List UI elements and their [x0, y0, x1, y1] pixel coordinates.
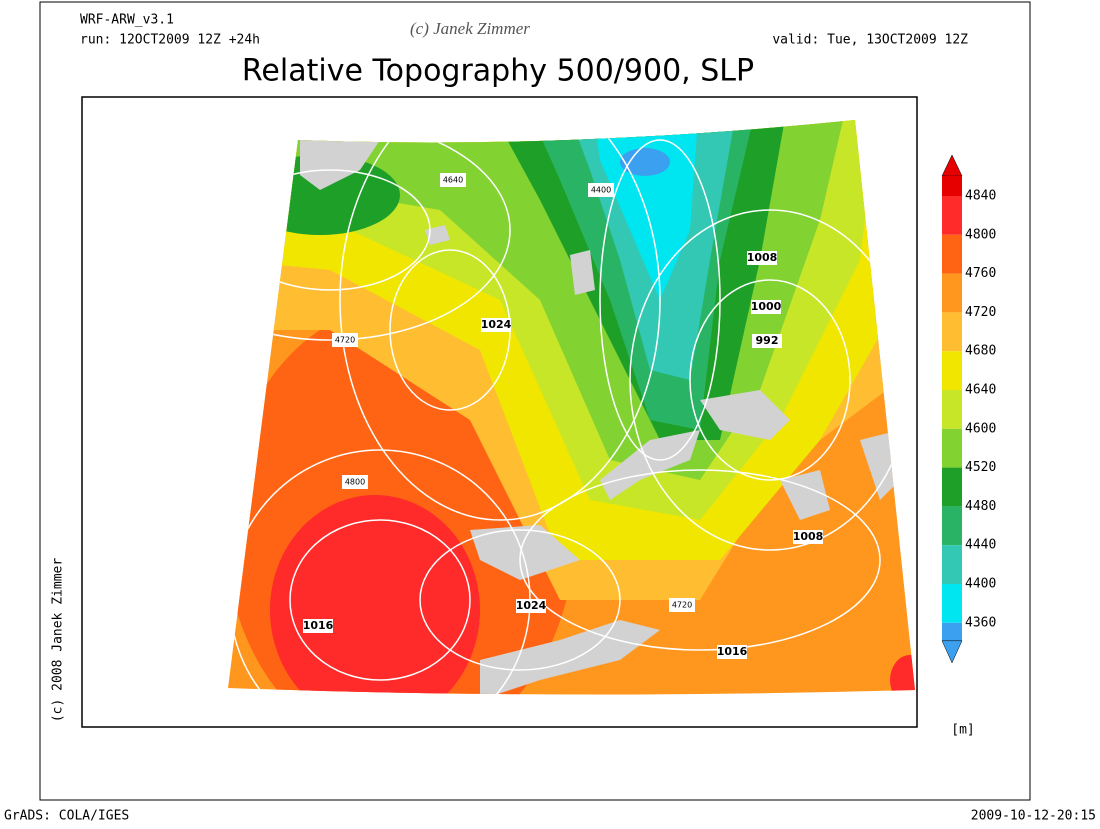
colorbar-seg: [942, 176, 962, 196]
footer-left: GrADS: COLA/IGES: [4, 809, 129, 824]
label-box: [717, 645, 747, 659]
map-label: 1024: [516, 599, 547, 612]
map-label: 1024: [481, 318, 512, 331]
colorbar-seg: [942, 584, 962, 623]
map-label: 4640: [443, 176, 463, 185]
colorbar-label: 4480: [965, 499, 996, 514]
colorbar-label: 4520: [965, 460, 996, 475]
map-label: 1008: [793, 530, 824, 543]
contour: [599, 139, 721, 461]
label-box: [303, 619, 333, 633]
colorbar-seg: [942, 351, 962, 390]
label-box: [793, 530, 823, 544]
label-box: [332, 333, 358, 347]
terrain: [470, 525, 580, 580]
colorbar-label: 4360: [965, 615, 996, 630]
colorbar-seg: [942, 467, 962, 507]
colorbar-label: 4720: [965, 305, 996, 320]
credit: (c) Janek Zimmer: [410, 19, 530, 38]
map-label: 4720: [335, 336, 355, 345]
valid: valid: Tue, 13OCT2009 12Z: [772, 33, 968, 48]
map-label: 992: [756, 334, 779, 347]
colorbar-seg: [942, 312, 962, 352]
title: Relative Topography 500/900, SLP: [242, 54, 754, 89]
label-box: [342, 475, 368, 489]
label-box: [588, 183, 614, 197]
colorbar-label: 4800: [965, 227, 996, 242]
colorbar-label: 4760: [965, 266, 996, 281]
model: WRF-ARW_v3.1: [80, 13, 174, 28]
map-label: 1000: [751, 300, 782, 313]
colorbar: 4840 4800 4760 4720 4680 4640 4600 4520 4480 4440…: [941, 154, 996, 664]
colorbar-label: 4640: [965, 383, 996, 398]
terrain: [700, 390, 790, 440]
label-box: [440, 173, 466, 187]
band: [620, 148, 670, 176]
contour: [289, 519, 471, 681]
contour: [689, 279, 851, 481]
map-label: 4800: [345, 478, 365, 487]
unit: [m]: [951, 723, 974, 738]
colorbar-seg: [942, 428, 962, 468]
map-label: 4720: [672, 601, 692, 610]
map-label: 1016: [303, 619, 334, 632]
terrain: [570, 250, 595, 295]
contour: [339, 120, 661, 521]
colorbar-label: 4400: [965, 577, 996, 592]
colorbar-label: 4840: [965, 189, 996, 204]
terrain: [425, 225, 450, 245]
contour: [228, 120, 511, 341]
colorbar-seg: [942, 622, 962, 641]
run: run: 12OCT2009 12Z +24h: [80, 33, 260, 48]
label-box: [751, 300, 781, 314]
colorbar-seg: [942, 196, 962, 235]
colorbar-label: 4680: [965, 344, 996, 359]
colorbar-seg: [942, 273, 962, 313]
footer-right: 2009-10-12-20:15: [971, 809, 1096, 824]
colorbar-cap: [941, 640, 963, 664]
map-label: 1008: [747, 251, 778, 264]
terrain: [600, 430, 700, 500]
label-box: [669, 598, 695, 612]
colorbar-label: 4600: [965, 421, 996, 436]
label-box: [747, 251, 777, 265]
colorbar-label: 4440: [965, 538, 996, 553]
label-box: [516, 599, 546, 613]
side-credit: (c) 2008 Janek Zimmer: [51, 558, 66, 723]
map-labels: 4640 4400 1008 1000 992 1024 4720 4800 1016 1024 4…: [303, 173, 824, 659]
map: [228, 120, 915, 695]
label-box: [752, 334, 782, 348]
colorbar-seg: [942, 390, 962, 429]
band: [590, 120, 700, 300]
map-label: 1016: [717, 645, 748, 658]
colorbar-seg: [942, 545, 962, 584]
colorbar-seg: [942, 234, 962, 274]
contour: [519, 469, 881, 651]
terrain: [300, 140, 380, 190]
label-box: [481, 318, 511, 332]
colorbar-seg: [942, 506, 962, 546]
contour: [419, 529, 621, 671]
map-label: 4400: [591, 186, 611, 195]
